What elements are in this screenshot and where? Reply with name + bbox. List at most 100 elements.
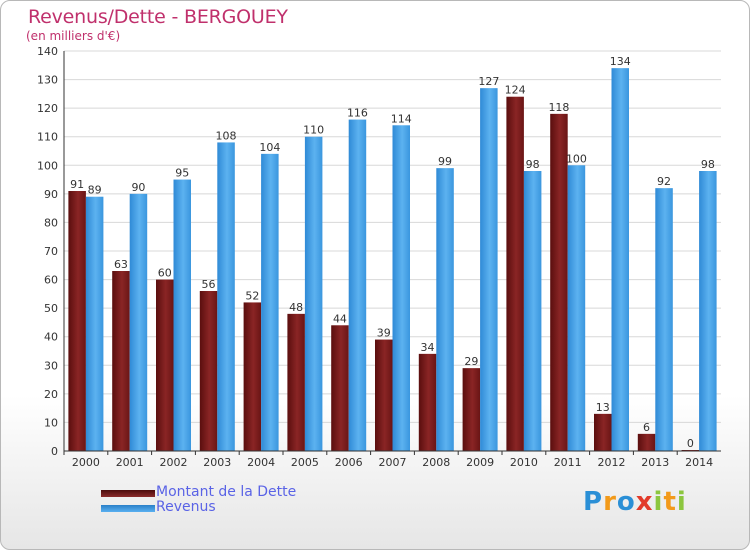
debt-value-label: 63 (114, 258, 128, 271)
debt-bar (68, 191, 86, 451)
revenue-bar (348, 119, 367, 452)
debt-bar (637, 433, 656, 451)
debt-bar (156, 279, 174, 451)
revenue-bar (173, 179, 191, 452)
brand-logo: Proxiti (583, 487, 687, 517)
revenue-bar (480, 88, 498, 452)
debt-bar (418, 353, 437, 451)
brand-letter: o (616, 487, 636, 517)
revenue-value-label: 98 (701, 158, 715, 171)
revenue-bar (129, 193, 148, 451)
y-tick-label: 130 (37, 74, 58, 87)
revenue-bar (304, 136, 323, 451)
y-tick-label: 70 (44, 245, 58, 258)
chart-subtitle: (en milliers d'€) (26, 29, 121, 43)
y-tick-label: 100 (37, 159, 58, 172)
revenue-value-label: 100 (566, 152, 587, 165)
brand-letter: r (603, 487, 617, 517)
revenue-value-label: 108 (216, 129, 237, 142)
debt-value-label: 118 (548, 101, 569, 114)
debt-value-label: 6 (643, 421, 650, 434)
revenue-bar (217, 142, 235, 451)
y-tick-label: 50 (44, 302, 58, 315)
brand-letter: i (676, 487, 687, 517)
revenue-value-label: 134 (610, 55, 631, 68)
y-tick-label: 80 (44, 216, 58, 229)
debt-bar (594, 413, 612, 451)
x-tick-label: 2005 (291, 456, 319, 469)
x-tick-label: 2002 (160, 456, 188, 469)
brand-letter: P (583, 487, 604, 517)
revenue-value-label: 95 (175, 167, 189, 180)
revenue-value-label: 92 (657, 175, 671, 188)
revenue-value-label: 99 (438, 155, 452, 168)
x-tick-label: 2010 (510, 456, 538, 469)
debt-value-label: 34 (421, 341, 435, 354)
brand-letter: t (663, 487, 677, 517)
y-tick-label: 10 (44, 416, 58, 429)
revenue-value-label: 127 (478, 75, 499, 88)
y-tick-label: 30 (44, 359, 58, 372)
y-tick-label: 90 (44, 188, 58, 201)
debt-bar (375, 339, 393, 451)
legend-label-revenue: Revenus (156, 499, 216, 515)
legend-label-debt: Montant de la Dette (156, 484, 297, 500)
y-tick-label: 120 (37, 102, 58, 115)
legend-swatch-revenue (101, 505, 155, 512)
x-tick-label: 2012 (598, 456, 626, 469)
debt-value-label: 52 (245, 289, 259, 302)
revenue-bar (611, 68, 629, 452)
revenue-bar (261, 153, 279, 451)
revenue-value-label: 104 (259, 141, 280, 154)
debt-value-label: 124 (505, 84, 526, 97)
debt-value-label: 60 (158, 267, 172, 280)
revenue-value-label: 90 (131, 181, 145, 194)
x-tick-label: 2014 (685, 456, 713, 469)
x-tick-label: 2013 (641, 456, 669, 469)
revenue-bar (436, 168, 454, 451)
y-tick-label: 0 (51, 445, 58, 458)
revenue-bar (567, 165, 586, 452)
revenue-bar (699, 171, 717, 451)
x-tick-label: 2011 (554, 456, 582, 469)
revenue-value-label: 110 (303, 124, 324, 137)
debt-bar (199, 291, 218, 451)
debt-value-label: 39 (377, 327, 391, 340)
legend-swatch-debt (101, 490, 155, 497)
revenue-value-label: 116 (347, 107, 368, 120)
debt-value-label: 0 (687, 437, 694, 450)
revenue-bar (523, 171, 542, 451)
chart-title: Revenus/Dette - BERGOUEY (28, 6, 288, 28)
y-tick-label: 140 (37, 45, 58, 58)
debt-bar (243, 302, 262, 451)
revenue-value-label: 98 (526, 158, 540, 171)
debt-bar (112, 271, 130, 451)
debt-value-label: 48 (289, 301, 303, 314)
bars (68, 68, 717, 452)
y-tick-label: 110 (37, 131, 58, 144)
x-tick-label: 2009 (466, 456, 494, 469)
data-labels: 91 89639060955610852104481104411639114349… (70, 55, 715, 450)
y-tick-label: 40 (44, 331, 58, 344)
debt-bar (287, 313, 305, 451)
debt-bar (331, 325, 349, 451)
revenue-value-label: 89 (88, 184, 102, 197)
y-tick-label: 20 (44, 388, 58, 401)
brand-letter: i (653, 487, 664, 517)
revenue-value-label: 114 (391, 112, 412, 125)
revenue-bar (392, 125, 410, 452)
x-tick-label: 2004 (247, 456, 275, 469)
x-tick-label: 2007 (379, 456, 407, 469)
x-tick-label: 2000 (72, 456, 100, 469)
debt-value-label: 91 (70, 178, 84, 191)
brand-letter: x (635, 487, 654, 517)
revenue-bar (85, 196, 104, 451)
debt-bar (506, 96, 524, 451)
debt-bar (550, 113, 568, 451)
debt-value-label: 44 (333, 312, 347, 325)
x-tick-label: 2001 (116, 456, 144, 469)
revenue-bar (655, 188, 673, 451)
